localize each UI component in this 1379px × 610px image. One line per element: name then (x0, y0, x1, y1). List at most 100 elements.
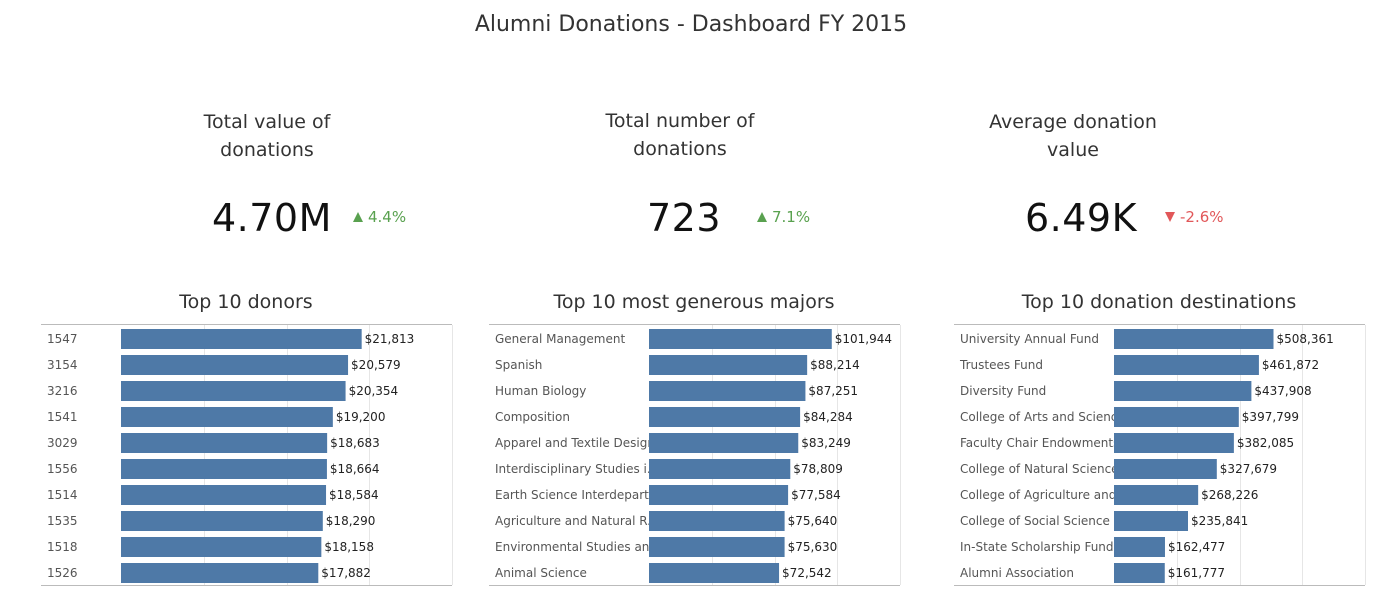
category-label: Interdisciplinary Studies i.. (495, 462, 654, 476)
data-label: $268,226 (1201, 488, 1258, 502)
category-label: Diversity Fund (960, 384, 1046, 398)
category-label: College of Agriculture and.. (960, 488, 1124, 502)
data-label: $437,908 (1254, 384, 1311, 398)
data-label: $20,354 (349, 384, 399, 398)
bar[interactable] (1114, 407, 1239, 427)
data-label: $75,630 (788, 540, 838, 554)
bar[interactable] (649, 381, 806, 401)
kpi-total-number: 723 (647, 196, 722, 240)
data-label: $77,584 (791, 488, 841, 502)
bar[interactable] (649, 537, 785, 557)
data-label: $21,813 (365, 332, 415, 346)
category-label: 3216 (47, 384, 78, 398)
data-label: $87,251 (808, 384, 858, 398)
bar[interactable] (121, 511, 323, 531)
dashboard-title: Alumni Donations - Dashboard FY 2015 (474, 12, 908, 37)
data-label: $19,200 (336, 410, 386, 424)
chart-title-top-majors: Top 10 most generous majors (553, 291, 835, 313)
data-label: $162,477 (1168, 540, 1225, 554)
kpi-total-value-label: Total value of donations (203, 111, 331, 161)
category-label: 1556 (47, 462, 78, 476)
category-label: College of Arts and Scienc.. (960, 410, 1125, 424)
bar[interactable] (1114, 355, 1259, 375)
kpi-average-change-text: -2.6% (1180, 208, 1224, 226)
category-label: Composition (495, 410, 570, 424)
data-label: $84,284 (803, 410, 853, 424)
data-label: $327,679 (1220, 462, 1277, 476)
category-label: Alumni Association (960, 566, 1074, 580)
bar[interactable] (121, 433, 328, 453)
data-label: $18,664 (330, 462, 380, 476)
data-label: $20,579 (351, 358, 401, 372)
bar[interactable] (649, 329, 832, 349)
category-label: University Annual Fund (960, 332, 1099, 346)
kpi-average-value: 6.49K (1025, 196, 1138, 240)
kpi-average-change: -2.6% (1164, 208, 1224, 226)
chart-title-top-destinations: Top 10 donation destinations (1021, 291, 1297, 313)
bar[interactable] (649, 407, 801, 427)
bar[interactable] (121, 355, 349, 375)
bar[interactable] (1114, 563, 1165, 583)
data-label: $161,777 (1168, 566, 1225, 580)
data-label: $18,290 (326, 514, 376, 528)
category-label: 3029 (47, 436, 78, 450)
kpi-total-number-label: Total number of donations (605, 110, 755, 160)
data-label: $461,872 (1262, 358, 1319, 372)
category-label: 3154 (47, 358, 78, 372)
data-label: $18,683 (330, 436, 380, 450)
top-destinations-chart: University Annual Fund $508,361 Trustees F… (954, 324, 1366, 586)
category-label: Apparel and Textile Design (495, 436, 655, 450)
bar[interactable] (1114, 511, 1188, 531)
bar[interactable] (121, 407, 333, 427)
triangle-down-icon (1165, 212, 1175, 222)
bar[interactable] (121, 459, 327, 479)
bar[interactable] (121, 537, 322, 557)
bar[interactable] (649, 485, 789, 505)
category-label: Environmental Studies an.. (495, 540, 657, 554)
kpi-total-value-change: 4.4% (352, 208, 406, 226)
bar[interactable] (1114, 537, 1165, 557)
category-label: Faculty Chair Endowments (960, 436, 1119, 450)
kpi-average-label: Average donation value (989, 111, 1157, 161)
category-label: Trustees Fund (959, 358, 1043, 372)
data-label: $75,640 (788, 514, 838, 528)
data-label: $18,158 (324, 540, 374, 554)
bar[interactable] (1114, 329, 1274, 349)
data-label: $382,085 (1237, 436, 1294, 450)
data-label: $17,882 (321, 566, 371, 580)
bar[interactable] (1114, 485, 1199, 505)
triangle-up-icon (353, 212, 363, 222)
bar[interactable] (1114, 381, 1252, 401)
bar[interactable] (1114, 433, 1234, 453)
data-label: $101,944 (835, 332, 892, 346)
kpi-total-number-change: 7.1% (756, 208, 810, 226)
category-label: College of Social Science (960, 514, 1110, 528)
bar[interactable] (121, 329, 362, 349)
bar[interactable] (649, 563, 780, 583)
bar[interactable] (649, 511, 785, 531)
data-label: $83,249 (801, 436, 851, 450)
category-label: 1518 (47, 540, 78, 554)
bar[interactable] (121, 485, 327, 505)
category-label: 1535 (47, 514, 78, 528)
category-label: Agriculture and Natural R.. (495, 514, 655, 528)
category-label: Spanish (495, 358, 542, 372)
data-label: $18,584 (329, 488, 379, 502)
bar[interactable] (121, 563, 319, 583)
triangle-up-icon (757, 212, 767, 222)
data-label: $88,214 (810, 358, 860, 372)
category-label: 1547 (47, 332, 78, 346)
top-majors-chart: General Management $101,944 Spanish $88,214… (489, 324, 901, 586)
bar[interactable] (121, 381, 346, 401)
bar[interactable] (649, 433, 799, 453)
category-label: 1514 (47, 488, 78, 502)
bar[interactable] (649, 355, 808, 375)
kpi-total-value-change-text: 4.4% (368, 208, 407, 226)
data-label: $397,799 (1242, 410, 1299, 424)
bar[interactable] (1114, 459, 1217, 479)
bar[interactable] (649, 459, 791, 479)
category-label: 1541 (47, 410, 78, 424)
kpi-total-value: 4.70M (212, 196, 332, 240)
data-label: $78,809 (793, 462, 843, 476)
chart-title-top-donors: Top 10 donors (179, 291, 313, 313)
